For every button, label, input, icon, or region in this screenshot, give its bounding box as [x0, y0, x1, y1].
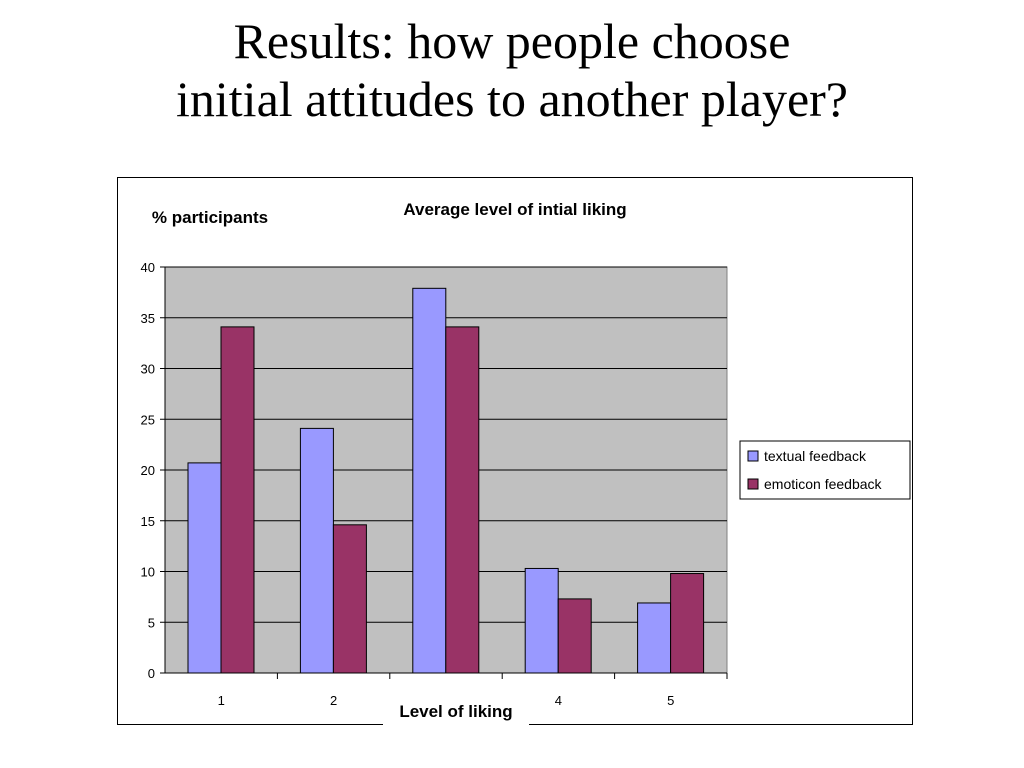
- legend-label: emoticon feedback: [764, 476, 883, 492]
- bar-emoticon-2: [332, 524, 367, 674]
- bar-emoticon-4: [557, 598, 592, 674]
- y-tick-label: 5: [148, 615, 155, 630]
- bar-textual-1: [187, 462, 222, 674]
- x-axis-label: Level of liking: [383, 697, 529, 729]
- slide-title-line-2: initial attitudes to another player?: [176, 71, 848, 127]
- y-axis-label: % participants: [152, 208, 268, 227]
- legend-swatch: [747, 450, 759, 462]
- bar-textual-5: [637, 602, 672, 674]
- legend-box: [739, 440, 911, 500]
- chart-title: Average level of intial liking: [403, 200, 626, 219]
- x-tick-label: 4: [555, 693, 562, 708]
- y-tick-label: 25: [141, 412, 155, 427]
- y-tick-label: 30: [141, 362, 155, 377]
- plot-area: 0 5 10 15 20 25 30 35 40 1 2 4 5: [141, 260, 728, 708]
- y-tick-label: 20: [141, 463, 155, 478]
- bar-textual-2: [299, 427, 334, 674]
- slide-title: Results: how people choose initial attit…: [0, 12, 1024, 128]
- legend: textual feedback emoticon feedback: [739, 440, 911, 500]
- legend-swatch: [747, 478, 759, 490]
- legend-label: textual feedback: [764, 448, 867, 464]
- y-tick-label: 15: [141, 514, 155, 529]
- x-tick-label: 1: [218, 693, 225, 708]
- slide-title-line-1: Results: how people choose: [233, 13, 791, 69]
- x-tick-label: 2: [330, 693, 337, 708]
- bar-textual-3: [412, 287, 447, 674]
- bar-textual-4: [524, 567, 559, 674]
- bar-emoticon-5: [670, 573, 705, 674]
- y-tick-label: 0: [148, 666, 155, 681]
- bar-emoticon-3: [445, 326, 480, 674]
- x-tick-label: 5: [667, 693, 674, 708]
- y-tick-label: 10: [141, 565, 155, 580]
- bar-emoticon-1: [220, 326, 255, 674]
- y-tick-label: 35: [141, 311, 155, 326]
- y-tick-label: 40: [141, 260, 155, 275]
